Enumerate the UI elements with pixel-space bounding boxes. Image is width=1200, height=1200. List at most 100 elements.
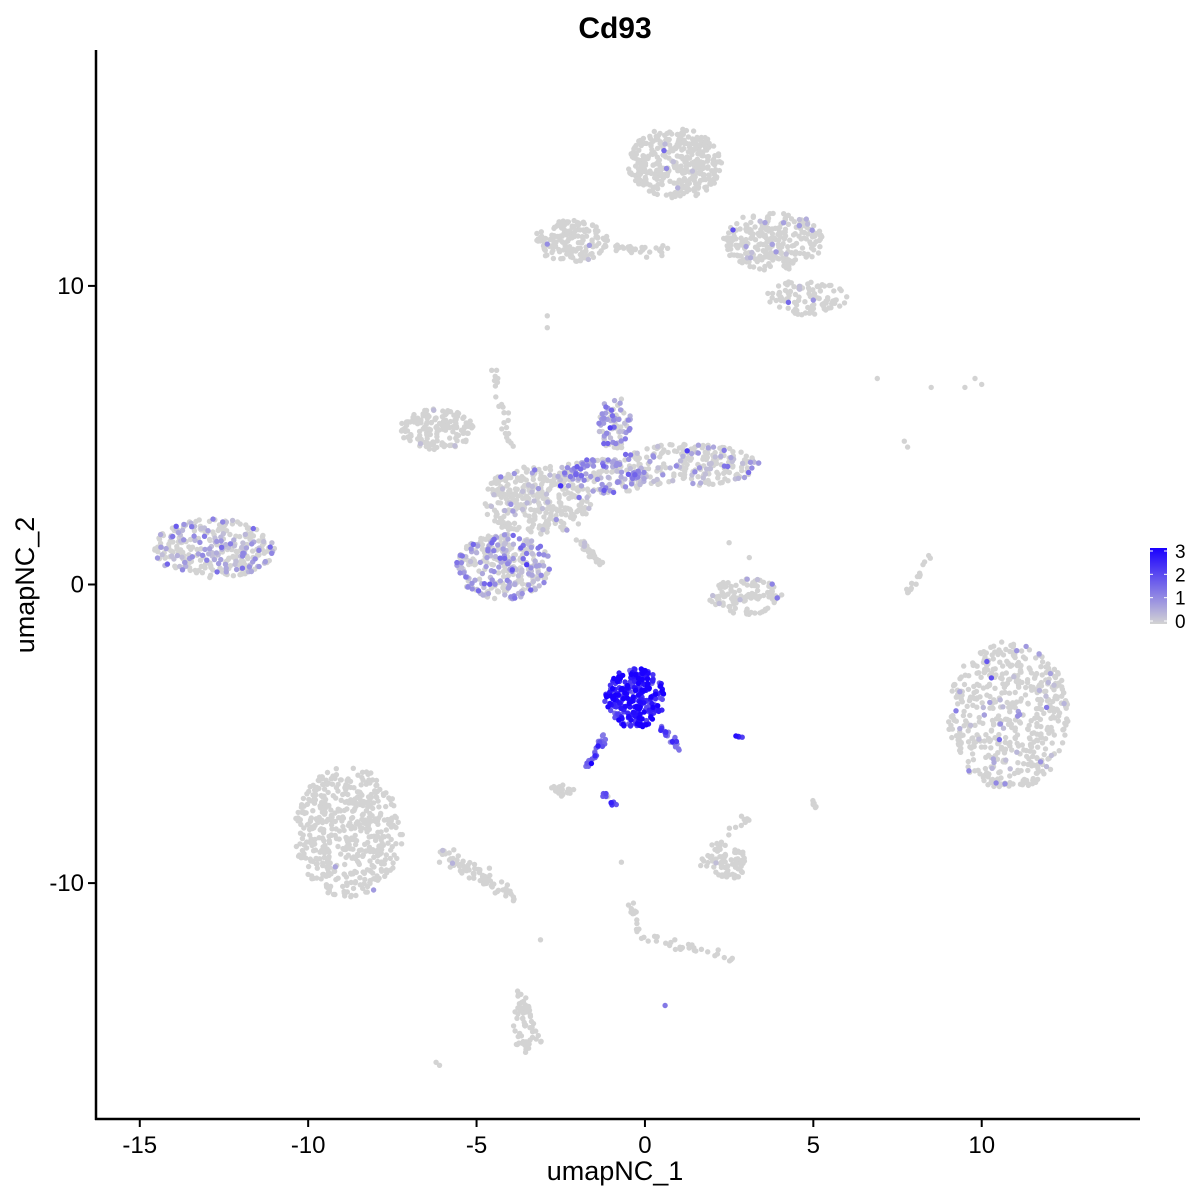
cell-point xyxy=(219,569,226,575)
cell-point xyxy=(1042,746,1049,752)
cell-point xyxy=(717,585,723,591)
cell-point xyxy=(694,134,700,141)
cell-point xyxy=(591,470,597,476)
cell-point xyxy=(982,744,988,750)
cell-point xyxy=(998,775,1004,781)
cell-point xyxy=(1035,705,1042,712)
cell-point xyxy=(335,807,342,813)
cell-point xyxy=(987,693,993,700)
cell-point xyxy=(501,420,507,426)
cell-point xyxy=(1051,682,1057,688)
cell-point xyxy=(1037,696,1044,703)
cell-point xyxy=(1059,740,1066,746)
cell-point xyxy=(765,605,771,611)
cell-point xyxy=(725,463,731,470)
cell-point xyxy=(1027,666,1033,673)
cell-point xyxy=(1000,704,1006,710)
cell-point xyxy=(728,956,734,963)
cell-point xyxy=(946,726,952,732)
cell-point xyxy=(577,251,583,258)
cell-point xyxy=(700,456,706,462)
cell-point xyxy=(549,232,555,238)
cell-point xyxy=(752,244,759,250)
cell-point xyxy=(990,756,996,762)
cell-point xyxy=(656,708,662,715)
cell-point xyxy=(730,463,736,469)
cell-point xyxy=(510,555,516,562)
cell-point xyxy=(1038,683,1045,689)
cell-point xyxy=(663,165,670,172)
cell-point xyxy=(738,868,744,874)
cell-point xyxy=(489,367,495,373)
cell-point xyxy=(500,568,507,575)
cell-point xyxy=(560,218,566,224)
cell-point xyxy=(469,586,475,592)
cell-point xyxy=(352,832,358,839)
cell-point xyxy=(187,567,193,574)
cell-point xyxy=(690,147,697,153)
cell-point xyxy=(505,585,511,591)
cell-point xyxy=(648,141,654,147)
cell-point xyxy=(692,469,698,475)
cell-point xyxy=(968,722,974,728)
cell-point xyxy=(1019,742,1025,748)
cell-point xyxy=(367,858,373,864)
cell-point xyxy=(549,507,555,513)
cell-point xyxy=(207,574,213,581)
cell-point xyxy=(797,250,803,256)
cell-point xyxy=(666,155,672,161)
cell-point xyxy=(737,861,743,867)
cell-point xyxy=(792,291,799,298)
cell-point xyxy=(617,400,623,406)
cell-point xyxy=(1046,730,1052,736)
cell-point xyxy=(177,547,184,553)
cell-point xyxy=(733,582,739,588)
cell-point xyxy=(593,234,599,240)
cell-point xyxy=(451,847,457,853)
cell-point xyxy=(769,290,776,297)
cell-point xyxy=(1019,780,1026,786)
cell-point xyxy=(440,408,446,414)
cell-point xyxy=(745,469,752,476)
cell-point xyxy=(571,217,577,224)
cell-point xyxy=(520,495,526,501)
cell-point xyxy=(764,244,770,250)
cell-point xyxy=(674,153,680,159)
cell-point xyxy=(694,156,701,162)
cell-point xyxy=(819,282,825,288)
cell-point xyxy=(950,683,957,689)
cell-point xyxy=(583,233,590,239)
cell-point xyxy=(736,849,743,856)
cell-point xyxy=(307,818,314,824)
cell-point xyxy=(351,785,357,791)
cell-point xyxy=(681,474,688,481)
cell-point xyxy=(484,559,490,566)
cell-point xyxy=(750,214,756,220)
cell-point xyxy=(335,843,341,850)
cell-point xyxy=(682,159,688,165)
cell-point xyxy=(726,832,732,838)
cell-point xyxy=(371,854,377,860)
cell-point xyxy=(613,243,619,249)
cell-point xyxy=(749,582,755,589)
cell-point xyxy=(697,480,704,486)
cell-point xyxy=(826,282,832,289)
cell-point xyxy=(738,822,744,829)
cell-point xyxy=(584,463,590,469)
cell-point xyxy=(374,782,380,788)
cell-point xyxy=(730,227,736,233)
cell-point xyxy=(348,871,354,877)
cell-point xyxy=(965,758,971,765)
cell-point xyxy=(492,890,498,896)
cell-point xyxy=(1021,761,1027,767)
cell-point xyxy=(803,253,810,259)
cell-point xyxy=(826,305,832,311)
cell-point xyxy=(841,300,848,306)
cell-point xyxy=(971,743,977,750)
cell-point xyxy=(679,147,685,153)
cell-point xyxy=(730,237,736,243)
cell-point xyxy=(651,478,657,484)
cell-point xyxy=(269,550,275,556)
cell-point xyxy=(595,743,601,749)
cell-point xyxy=(643,722,649,728)
